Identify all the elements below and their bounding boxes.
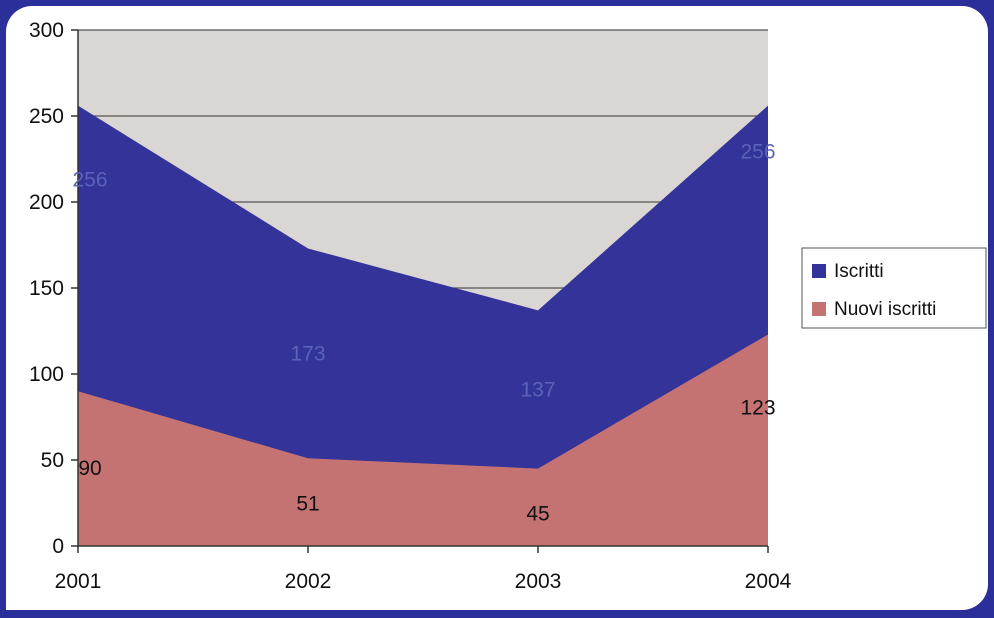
data-label-iscritti: 256	[740, 140, 775, 163]
x-tick-label: 2004	[745, 570, 792, 593]
series-areas	[78, 105, 768, 547]
legend-swatch-iscritti	[812, 264, 826, 278]
x-tick-labels: 2001 2002 2003 2004	[55, 570, 792, 593]
data-label-nuovi-iscritti: 51	[296, 492, 319, 515]
data-label-iscritti: 256	[72, 169, 107, 192]
y-tick-label: 250	[29, 105, 64, 128]
legend: Iscritti Nuovi iscritti	[801, 247, 987, 329]
axes	[71, 29, 769, 553]
data-label-nuovi-iscritti: 123	[740, 396, 775, 419]
area-chart: 0 50 100 150 200 250 300 2001 2002 2003 2004 256 1…	[29, 19, 987, 593]
y-tick-labels: 0 50 100 150 200 250 300	[29, 19, 64, 558]
y-tick-label: 100	[29, 363, 64, 386]
y-tick-label: 200	[29, 191, 64, 214]
data-label-iscritti: 173	[290, 342, 325, 365]
y-tick-label: 0	[52, 535, 64, 558]
x-tick-label: 2001	[55, 570, 102, 593]
data-label-nuovi-iscritti: 90	[78, 457, 101, 480]
data-label-iscritti: 137	[520, 378, 555, 401]
legend-label-iscritti: Iscritti	[834, 261, 884, 282]
legend-label-nuovi-iscritti: Nuovi iscritti	[834, 299, 936, 320]
data-labels: 256 173 137 256 90 51 45 123	[72, 140, 775, 525]
y-tick-label: 300	[29, 19, 64, 42]
legend-box	[801, 247, 987, 329]
legend-swatch-nuovi-iscritti	[812, 302, 826, 316]
y-tick-label: 150	[29, 277, 64, 300]
x-tick-label: 2003	[515, 570, 562, 593]
x-tick-label: 2002	[285, 570, 332, 593]
series-area-nuovi-iscritti	[78, 334, 768, 546]
chart-frame: 0 50 100 150 200 250 300 2001 2002 2003 2004 256 1…	[6, 6, 988, 610]
data-label-nuovi-iscritti: 45	[526, 503, 549, 526]
y-tick-label: 50	[41, 449, 64, 472]
